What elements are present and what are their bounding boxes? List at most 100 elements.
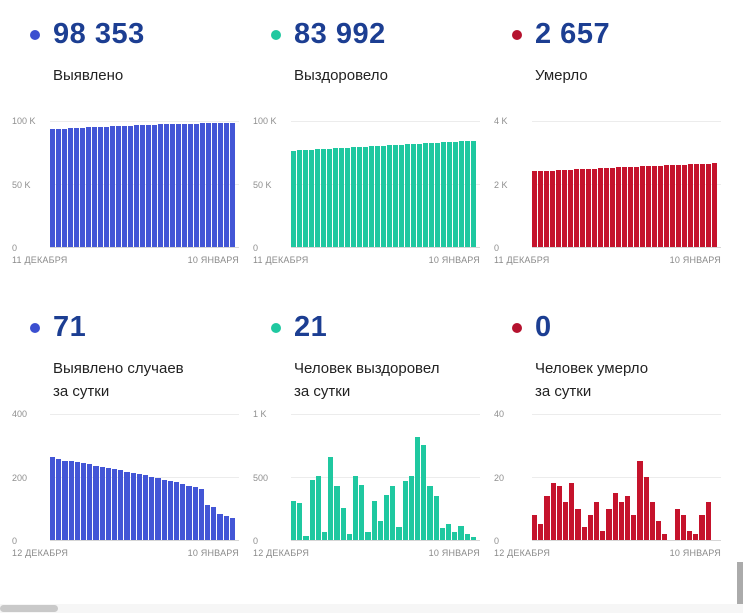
bar[interactable]	[538, 171, 543, 247]
bar[interactable]	[435, 142, 440, 247]
bar[interactable]	[446, 524, 452, 540]
bar[interactable]	[652, 165, 657, 247]
bar[interactable]	[700, 163, 705, 247]
bar[interactable]	[176, 123, 181, 247]
bar[interactable]	[587, 514, 594, 540]
bar[interactable]	[439, 528, 446, 540]
bar[interactable]	[128, 125, 133, 247]
bar[interactable]	[224, 123, 229, 247]
bar[interactable]	[130, 472, 136, 540]
bar[interactable]	[670, 165, 675, 247]
bar[interactable]	[321, 148, 326, 247]
bar[interactable]	[309, 149, 314, 247]
bar[interactable]	[218, 123, 223, 247]
bar[interactable]	[136, 474, 143, 540]
bar[interactable]	[192, 487, 198, 540]
bar[interactable]	[155, 478, 161, 540]
bar[interactable]	[563, 502, 569, 540]
bar[interactable]	[328, 457, 334, 540]
bar[interactable]	[98, 126, 103, 247]
bar[interactable]	[568, 169, 573, 247]
bar[interactable]	[429, 142, 434, 247]
bar[interactable]	[369, 146, 374, 247]
bar[interactable]	[86, 127, 91, 247]
bar[interactable]	[174, 482, 180, 540]
bar[interactable]	[631, 514, 637, 540]
bar[interactable]	[297, 150, 302, 247]
bar[interactable]	[56, 459, 62, 540]
bar[interactable]	[188, 123, 193, 247]
bar[interactable]	[458, 526, 464, 540]
bar[interactable]	[198, 488, 205, 540]
bar[interactable]	[230, 123, 235, 247]
bar[interactable]	[206, 123, 211, 247]
bar[interactable]	[116, 126, 121, 247]
bar[interactable]	[110, 126, 115, 247]
bar[interactable]	[687, 530, 693, 540]
bar[interactable]	[705, 502, 711, 540]
bar[interactable]	[74, 128, 79, 247]
bar[interactable]	[417, 143, 422, 247]
bar[interactable]	[345, 147, 350, 247]
bar[interactable]	[180, 483, 186, 540]
bar[interactable]	[680, 514, 687, 540]
bar[interactable]	[421, 444, 427, 540]
bar[interactable]	[291, 150, 296, 247]
bar[interactable]	[327, 148, 332, 247]
bar[interactable]	[550, 483, 556, 540]
bar[interactable]	[161, 479, 167, 540]
bar[interactable]	[604, 168, 609, 247]
bar[interactable]	[538, 524, 544, 540]
bar[interactable]	[387, 145, 392, 247]
bar[interactable]	[223, 516, 229, 540]
bar[interactable]	[211, 506, 217, 540]
bar[interactable]	[544, 495, 550, 540]
bar[interactable]	[470, 537, 477, 540]
bar[interactable]	[664, 165, 669, 247]
bar[interactable]	[581, 527, 587, 540]
bar[interactable]	[550, 170, 555, 247]
bar[interactable]	[616, 167, 621, 247]
bar[interactable]	[92, 127, 97, 247]
bar[interactable]	[662, 533, 668, 540]
bar[interactable]	[544, 170, 549, 247]
bar[interactable]	[357, 146, 362, 247]
bar[interactable]	[658, 165, 663, 247]
bar[interactable]	[688, 164, 693, 247]
bar[interactable]	[427, 486, 433, 540]
bar[interactable]	[212, 123, 217, 247]
bar[interactable]	[574, 169, 579, 247]
bar[interactable]	[143, 475, 149, 540]
bar[interactable]	[699, 514, 705, 540]
bar[interactable]	[164, 124, 169, 247]
bar[interactable]	[297, 502, 303, 540]
bar[interactable]	[140, 125, 145, 247]
bar[interactable]	[124, 471, 130, 540]
bar[interactable]	[562, 169, 567, 247]
bar[interactable]	[556, 486, 563, 540]
bar[interactable]	[637, 461, 643, 540]
bar[interactable]	[384, 495, 390, 540]
bar[interactable]	[649, 502, 656, 540]
bar[interactable]	[62, 128, 67, 247]
bar[interactable]	[625, 495, 631, 540]
vertical-scrollbar-thumb[interactable]	[737, 562, 743, 604]
bar[interactable]	[592, 168, 597, 247]
bar[interactable]	[399, 144, 404, 247]
bar[interactable]	[134, 125, 139, 247]
bar[interactable]	[471, 141, 476, 247]
bar[interactable]	[152, 124, 157, 247]
bar[interactable]	[415, 436, 421, 540]
bar[interactable]	[381, 145, 386, 247]
bar[interactable]	[339, 147, 344, 247]
bar[interactable]	[390, 486, 396, 540]
bar[interactable]	[80, 127, 85, 247]
bar[interactable]	[93, 465, 99, 540]
bar[interactable]	[411, 143, 416, 247]
bar[interactable]	[618, 502, 625, 540]
bar[interactable]	[87, 464, 93, 540]
bar[interactable]	[408, 476, 415, 540]
bar[interactable]	[706, 163, 711, 247]
bar[interactable]	[217, 514, 223, 540]
bar[interactable]	[68, 128, 73, 247]
